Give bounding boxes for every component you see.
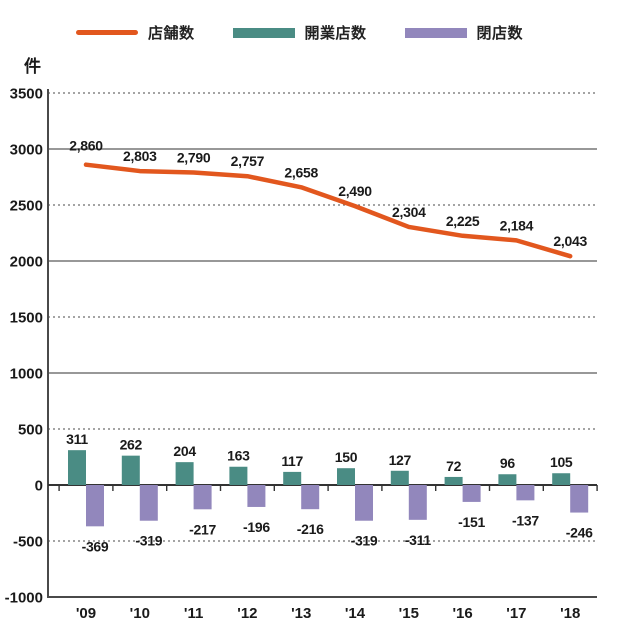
svg-text:'09: '09	[76, 605, 96, 622]
svg-text:-311: -311	[405, 532, 432, 548]
svg-text:500: 500	[18, 422, 43, 439]
svg-text:'14: '14	[345, 605, 366, 622]
svg-text:-216: -216	[297, 521, 324, 537]
svg-text:-151: -151	[458, 514, 485, 530]
legend-item-openings: 開業店数	[232, 22, 367, 43]
svg-text:0: 0	[35, 478, 43, 495]
svg-text:-246: -246	[566, 525, 593, 541]
svg-text:72: 72	[446, 458, 461, 474]
svg-text:2,490: 2,490	[338, 183, 372, 199]
svg-text:'18: '18	[560, 605, 580, 622]
svg-text:1500: 1500	[10, 310, 43, 327]
svg-text:2,803: 2,803	[123, 148, 157, 164]
svg-text:96: 96	[500, 455, 515, 471]
legend-label-stores: 店舗数	[148, 25, 195, 42]
svg-text:2000: 2000	[10, 254, 43, 271]
svg-text:2,184: 2,184	[500, 217, 534, 233]
svg-text:'11: '11	[184, 605, 203, 622]
svg-text:2,304: 2,304	[392, 204, 426, 220]
legend-label-closures: 閉店数	[476, 25, 524, 42]
svg-text:'10: '10	[130, 605, 150, 622]
svg-text:2,860: 2,860	[69, 138, 103, 154]
svg-text:-217: -217	[189, 521, 216, 537]
svg-text:117: 117	[281, 453, 303, 469]
svg-text:204: 204	[173, 443, 196, 459]
closures-bar-swatch-icon	[404, 27, 467, 38]
svg-text:2500: 2500	[10, 198, 43, 215]
svg-text:3500: 3500	[10, 86, 43, 103]
svg-text:2,225: 2,225	[446, 213, 480, 229]
legend: 店舗数 開業店数 閉店数	[76, 22, 523, 43]
svg-text:105: 105	[550, 454, 573, 470]
combo-chart-plot: 3500 3000 2500 2000 1500 1000 500 0 -500 -1000 311…	[5, 86, 598, 622]
svg-text:127: 127	[389, 452, 412, 468]
svg-text:311: 311	[66, 431, 88, 447]
stores-line-swatch-icon	[76, 30, 138, 35]
svg-text:-319: -319	[351, 533, 378, 549]
openings-bar-swatch-icon	[232, 27, 295, 38]
svg-text:150: 150	[335, 449, 358, 465]
svg-text:-196: -196	[243, 519, 270, 535]
svg-text:-1000: -1000	[5, 590, 43, 607]
svg-text:-369: -369	[82, 538, 109, 554]
svg-text:'16: '16	[452, 605, 472, 622]
svg-text:'17: '17	[506, 605, 526, 622]
svg-text:'13: '13	[291, 605, 311, 622]
legend-label-openings: 開業店数	[304, 25, 367, 42]
svg-text:-319: -319	[135, 533, 162, 549]
legend-item-stores: 店舗数	[76, 22, 195, 43]
svg-text:-500: -500	[13, 534, 43, 551]
svg-text:'15: '15	[399, 605, 419, 622]
svg-text:1000: 1000	[10, 366, 43, 383]
svg-text:262: 262	[120, 437, 143, 453]
svg-text:-137: -137	[512, 512, 539, 528]
svg-text:2,043: 2,043	[553, 233, 587, 249]
svg-text:2,658: 2,658	[284, 164, 318, 180]
svg-text:2,757: 2,757	[231, 153, 265, 169]
svg-text:163: 163	[227, 448, 250, 464]
svg-text:3000: 3000	[10, 142, 43, 159]
svg-text:2,790: 2,790	[177, 150, 211, 166]
legend-item-closures: 閉店数	[404, 22, 524, 43]
svg-text:'12: '12	[237, 605, 257, 622]
y-axis-unit-label: 件	[24, 57, 41, 76]
